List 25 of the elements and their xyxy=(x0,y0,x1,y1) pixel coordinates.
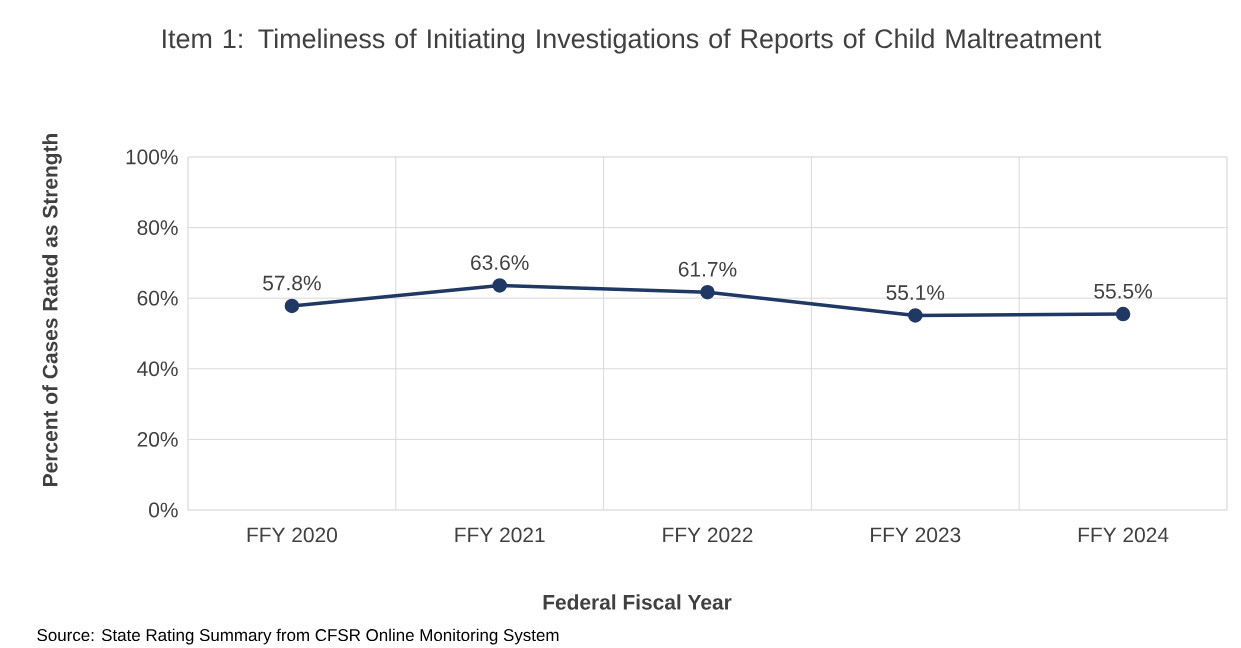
x-tick-label: FFY 2024 xyxy=(1078,527,1169,543)
y-tick-label: 20% xyxy=(137,432,178,447)
y-tick-label: 0% xyxy=(149,502,178,518)
data-label: 57.8% xyxy=(263,275,321,291)
x-tick-label: FFY 2023 xyxy=(871,527,961,543)
y-axis-title: Percent of Cases Rated as Strength xyxy=(42,134,62,486)
data-label: 61.7% xyxy=(678,261,737,277)
chart-title: Item 1: Timeliness of Initiating Investigations of Reports of Child Maltreatment xyxy=(163,28,1102,54)
y-tick-label: 100% xyxy=(126,149,178,165)
y-tick-label: 40% xyxy=(137,361,178,377)
x-tick-label: FFY 2020 xyxy=(247,527,337,543)
x-tick-label: FFY 2021 xyxy=(455,527,545,543)
y-tick-label: 80% xyxy=(137,220,178,236)
point xyxy=(1115,306,1131,322)
point xyxy=(284,298,300,314)
data-label: 63.6% xyxy=(471,255,529,271)
data-label: 55.1% xyxy=(886,285,945,301)
point xyxy=(492,278,507,293)
point xyxy=(908,308,923,323)
x-tick-label: FFY 2022 xyxy=(663,527,753,543)
x-axis-title: Federal Fiscal Year xyxy=(543,594,732,610)
y-tick-label: 60% xyxy=(137,290,178,306)
data-label: 55.5% xyxy=(1094,283,1152,299)
source-note: Source: State Rating Summary from CFSR Online Monitoring System xyxy=(37,628,559,645)
point xyxy=(700,285,715,300)
